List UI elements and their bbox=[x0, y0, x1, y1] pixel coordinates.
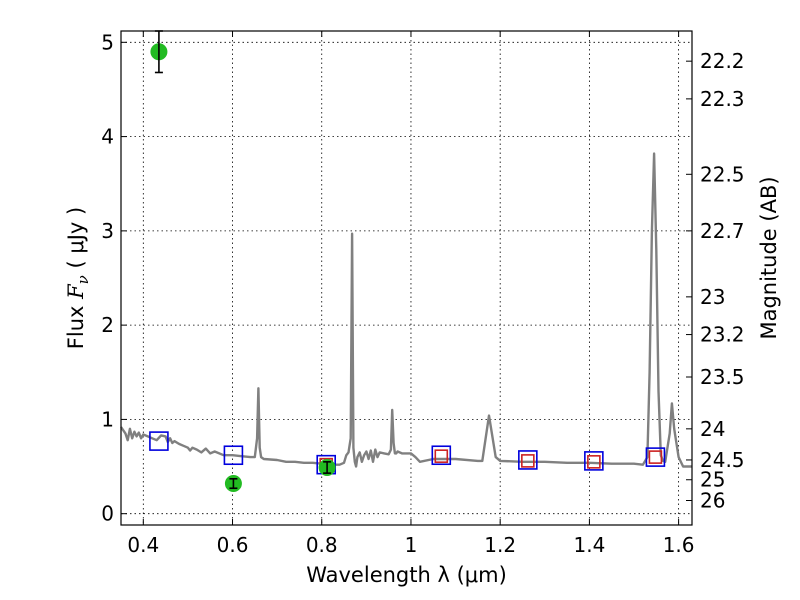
x-tick-label: 0.6 bbox=[217, 533, 249, 557]
y-axis-title-sub: ν bbox=[74, 275, 92, 284]
y-axis-title: Flux Fν ( μJy ) bbox=[64, 207, 92, 349]
magnitude-tick-label: 23 bbox=[700, 285, 725, 309]
y-tick-label: 3 bbox=[101, 219, 114, 243]
x-tick-label: 1.4 bbox=[573, 533, 605, 557]
y-axis-title-suffix: ( μJy ) bbox=[64, 207, 88, 275]
magnitude-axis-title: Magnitude (AB) bbox=[757, 176, 781, 339]
x-tick-label: 0.8 bbox=[306, 533, 338, 557]
magnitude-tick-label: 22.2 bbox=[700, 49, 745, 73]
magnitude-tick-label: 26 bbox=[700, 488, 725, 512]
y-tick-label: 4 bbox=[101, 125, 114, 149]
model-photometry-inner-square bbox=[521, 454, 535, 468]
y-axis-ticks: 0 1 2 3 4 5 bbox=[101, 30, 127, 526]
model-photometry-inner-square bbox=[648, 450, 663, 464]
x-tick-label: 1.2 bbox=[484, 533, 516, 557]
model-photometry-square bbox=[223, 445, 244, 466]
x-tick-label: 1.6 bbox=[663, 533, 695, 557]
model-photometry-square bbox=[518, 450, 538, 470]
y-tick-label: 5 bbox=[101, 30, 114, 54]
model-photometry-square bbox=[584, 451, 604, 471]
axes-frame bbox=[120, 30, 693, 526]
magnitude-tick-label: 25 bbox=[700, 468, 725, 492]
magnitude-tick-label: 23.2 bbox=[700, 323, 745, 347]
model-photometry-square bbox=[645, 447, 666, 467]
y-axis-title-prefix: Flux bbox=[64, 299, 88, 349]
grid-lines bbox=[121, 31, 692, 525]
magnitude-tick-label: 24 bbox=[700, 417, 725, 441]
model-photometry-square bbox=[431, 445, 452, 466]
model-photometry-square bbox=[149, 431, 169, 451]
y-axis-title-var: F bbox=[64, 283, 88, 300]
magnitude-tick-label: 22.3 bbox=[700, 87, 745, 111]
model-photometry-inner-square bbox=[434, 449, 449, 463]
x-tick-label: 1 bbox=[405, 533, 418, 557]
magnitude-tick-label: 24.5 bbox=[700, 448, 745, 472]
model-spectrum-line bbox=[120, 152, 692, 468]
y-tick-label: 2 bbox=[101, 313, 114, 337]
magnitude-tick-label: 22.7 bbox=[700, 219, 745, 243]
x-axis-ticks: 0.4 0.6 0.8 1 1.2 1.4 1.6 bbox=[127, 31, 695, 557]
x-tick-label: 0.4 bbox=[127, 533, 159, 557]
plot-area bbox=[120, 30, 692, 493]
y-tick-label: 0 bbox=[101, 502, 114, 526]
magnitude-tick-label: 23.5 bbox=[700, 365, 745, 389]
y-tick-label: 1 bbox=[101, 407, 114, 431]
model-photometry-inner-square bbox=[587, 455, 601, 469]
x-axis-title: Wavelength λ (μm) bbox=[306, 563, 507, 587]
magnitude-tick-label: 22.5 bbox=[700, 162, 745, 186]
